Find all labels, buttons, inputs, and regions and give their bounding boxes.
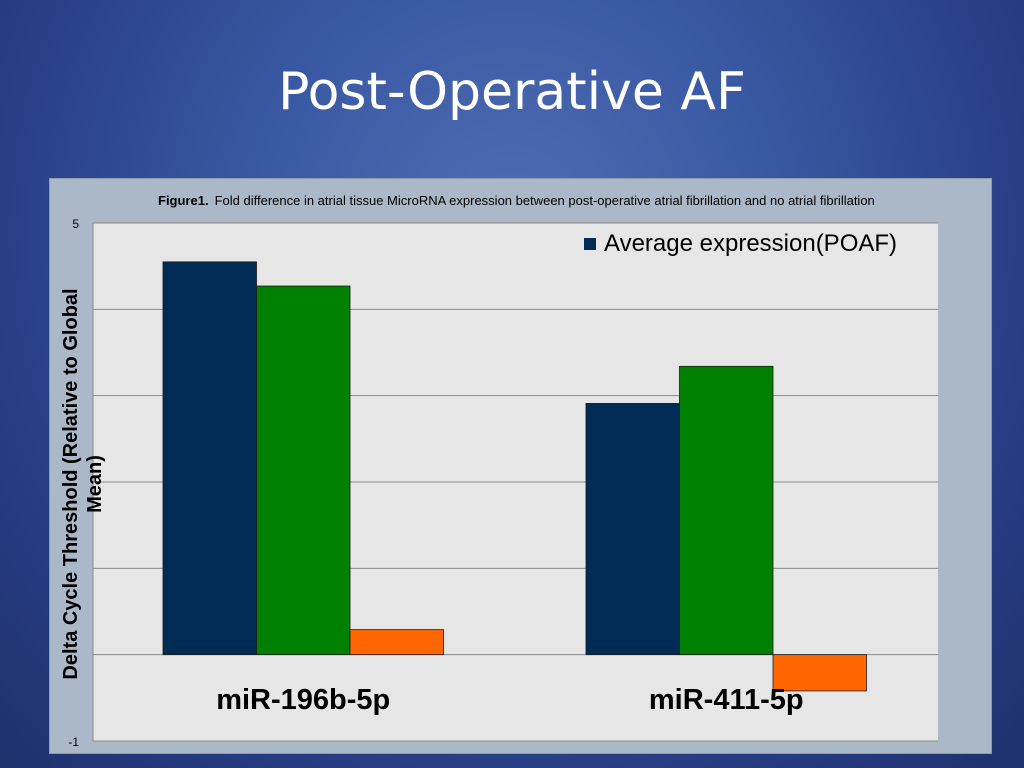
category-label: miR-196b-5p xyxy=(216,684,390,716)
bar-2-1 xyxy=(585,403,680,656)
y-tick-label: -1 xyxy=(68,735,79,749)
caption-label: Figure1. xyxy=(158,193,209,208)
bar-1-2 xyxy=(256,285,351,656)
bar-2-3 xyxy=(772,654,867,692)
y-axis-title: Delta Cycle Threshold (Relative to Globa… xyxy=(60,288,106,679)
bar-chart: 5 -1 miR-196b-5p miR-411-5p Average expressi… xyxy=(60,217,938,749)
legend-swatch xyxy=(584,238,596,250)
bar-1-1 xyxy=(162,261,257,656)
figure-caption: Figure1. Fold difference in atrial tissue… xyxy=(158,193,898,209)
chart-panel: Figure1. Fold difference in atrial tissue… xyxy=(49,178,992,754)
caption-text: Fold difference in atrial tissue MicroRN… xyxy=(214,193,875,208)
category-label: miR-411-5p xyxy=(649,684,804,716)
bar-2-2 xyxy=(679,365,774,656)
y-tick-label: 5 xyxy=(72,217,79,231)
legend-label: Average expression(POAF) xyxy=(604,230,897,257)
bar-1-3 xyxy=(349,629,444,656)
slide-title: Post-Operative AF xyxy=(278,62,746,122)
